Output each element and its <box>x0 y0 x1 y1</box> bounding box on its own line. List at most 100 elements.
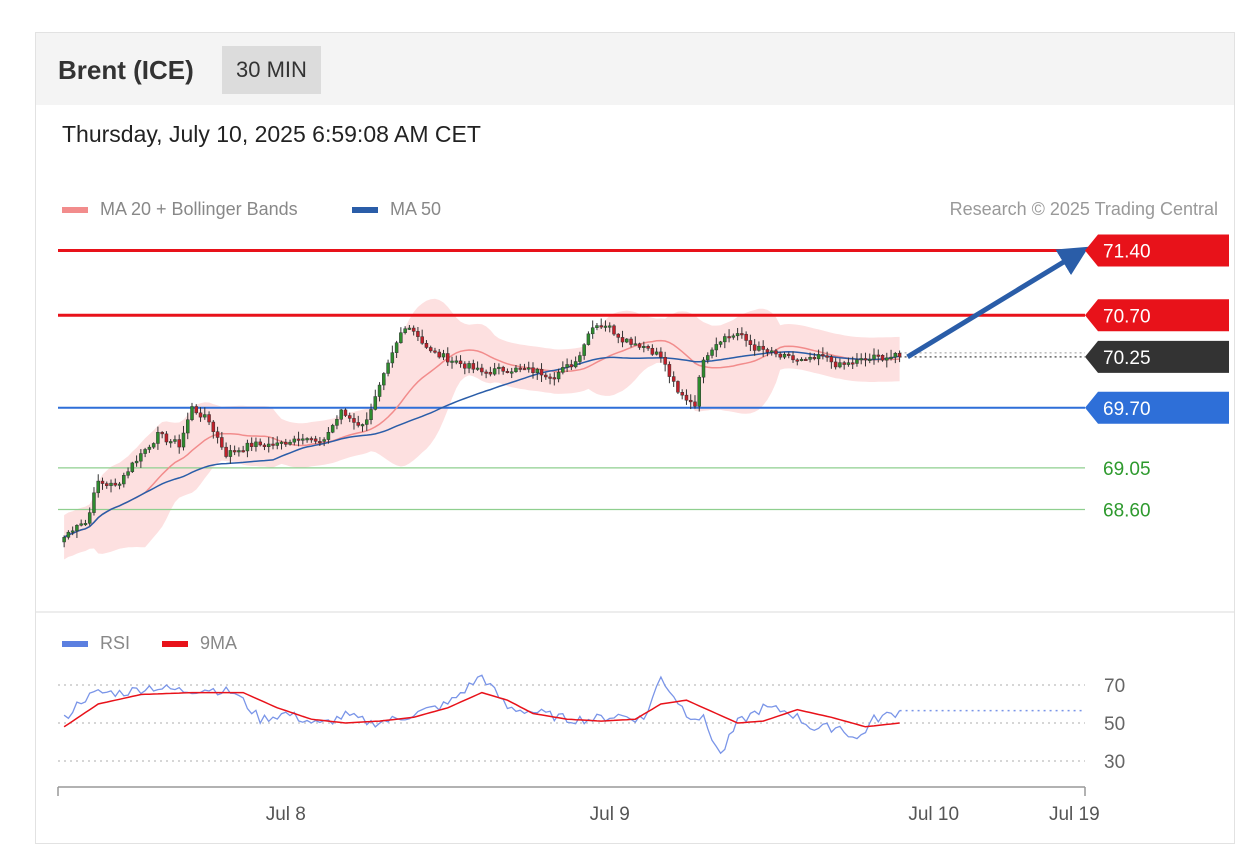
candle-body <box>254 441 258 447</box>
candle-body <box>825 355 829 358</box>
candle-body <box>492 368 497 375</box>
candle-body <box>782 353 787 358</box>
level-tag-text-70.25: 70.25 <box>1103 348 1151 369</box>
candle-body <box>279 441 284 444</box>
level-tags-layer: 71.40 70.70 70.25 69.70 69.05 68.60 <box>1085 234 1229 522</box>
ma50-line <box>63 351 900 538</box>
candle-body <box>821 354 825 357</box>
level-tag-text-71.40: 71.40 <box>1103 242 1151 263</box>
candle-body <box>301 438 305 441</box>
candle-body <box>488 371 493 375</box>
candle-body <box>569 364 574 368</box>
candle-body <box>727 336 731 339</box>
ma50-label: MA 50 <box>390 199 442 219</box>
candle-body <box>164 433 169 443</box>
candle-body <box>740 333 744 336</box>
rsi-tick-label: 30 <box>1104 752 1125 773</box>
candle-body <box>437 351 441 358</box>
candle-body <box>684 394 689 401</box>
candle-body <box>113 482 118 486</box>
candle-body <box>262 444 267 447</box>
candle-body <box>544 374 548 378</box>
candle-body <box>288 441 292 445</box>
candle-body <box>173 439 177 442</box>
candle-body <box>872 354 876 360</box>
candle-body <box>518 367 522 370</box>
candle-body <box>428 347 433 352</box>
x-tick-label: Jul 10 <box>908 804 959 825</box>
candle-body <box>181 432 186 448</box>
candle-body <box>143 449 147 454</box>
candle-body <box>701 359 706 378</box>
forecast-arrow <box>906 246 1089 360</box>
candle-body <box>637 343 642 348</box>
candle-body <box>258 441 262 446</box>
candle-body <box>607 325 612 328</box>
candle-body <box>671 376 676 382</box>
candle-body <box>458 360 463 365</box>
candle-body <box>190 406 194 420</box>
candle-body <box>83 523 88 526</box>
candle-body <box>752 344 757 351</box>
candle-body <box>198 412 203 418</box>
candle-body <box>365 419 369 425</box>
candle-body <box>271 443 275 446</box>
candle-body <box>126 471 130 476</box>
candle-body <box>343 409 348 416</box>
candle-body <box>646 345 650 349</box>
level-tag-text-70.70: 70.70 <box>1103 306 1151 327</box>
candle-body <box>812 357 817 360</box>
candle-body <box>369 409 373 420</box>
candle-body <box>92 492 96 513</box>
candle-body <box>846 362 851 365</box>
candle-body <box>791 355 795 361</box>
candle-body <box>501 366 505 372</box>
candle-body <box>433 350 437 353</box>
candle-body <box>232 450 237 453</box>
candle-body <box>249 442 254 447</box>
candle-body <box>829 356 834 363</box>
candle-body <box>480 367 484 373</box>
candle-body <box>382 373 386 386</box>
timeframe-badge[interactable]: 30 MIN <box>222 46 321 94</box>
candle-body <box>893 352 898 358</box>
candle-body <box>757 345 761 351</box>
candle-body <box>633 343 638 346</box>
rsi-label: RSI <box>100 633 131 653</box>
candle-body <box>296 438 301 441</box>
candle-body <box>522 368 527 371</box>
candle-body <box>186 419 190 434</box>
candle-body <box>667 364 672 377</box>
candle-body <box>599 325 603 328</box>
candle-body <box>105 483 109 486</box>
candle-body <box>450 360 454 363</box>
candle-body <box>386 362 390 374</box>
candle-body <box>603 325 608 328</box>
candle-body <box>748 340 753 345</box>
candle-body <box>100 480 105 484</box>
candle-body <box>156 432 160 444</box>
bollinger-band-layer <box>64 298 900 560</box>
candle-body <box>663 356 667 365</box>
ma20-line <box>63 339 900 538</box>
candle-body <box>795 359 800 362</box>
candle-body <box>420 336 424 344</box>
candle-body <box>885 357 889 361</box>
candle-body <box>859 358 863 361</box>
timestamp: Thursday, July 10, 2025 6:59:08 AM CET <box>62 121 481 147</box>
candle-body <box>228 450 233 457</box>
candle-body <box>642 345 646 348</box>
candle-body <box>394 342 399 353</box>
candle-body <box>769 350 774 353</box>
candle-body <box>416 331 420 337</box>
candle-body <box>799 358 804 361</box>
candle-body <box>475 367 480 370</box>
candle-body <box>377 384 382 397</box>
candle-body <box>723 336 727 343</box>
candle-body <box>390 352 395 364</box>
candle-body <box>245 442 250 452</box>
candle-body <box>578 355 582 362</box>
candle-body <box>122 475 126 485</box>
candle-body <box>595 325 599 328</box>
